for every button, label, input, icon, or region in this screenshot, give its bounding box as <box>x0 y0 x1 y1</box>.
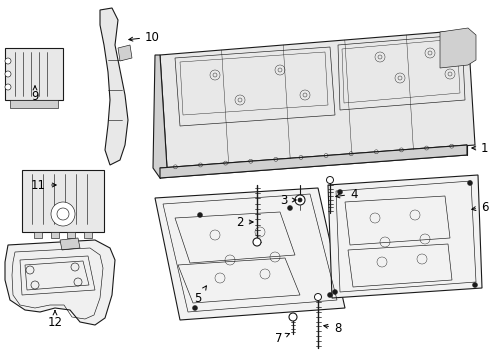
Polygon shape <box>100 8 128 165</box>
Text: 5: 5 <box>195 286 206 305</box>
Text: 3: 3 <box>281 194 296 207</box>
Polygon shape <box>5 48 63 100</box>
Circle shape <box>193 306 197 310</box>
Text: 8: 8 <box>324 321 342 334</box>
Polygon shape <box>155 188 345 320</box>
Polygon shape <box>153 55 167 178</box>
Circle shape <box>338 189 343 194</box>
Circle shape <box>298 198 302 202</box>
Polygon shape <box>328 175 482 298</box>
Polygon shape <box>440 28 476 68</box>
Circle shape <box>289 313 297 321</box>
Circle shape <box>5 84 11 90</box>
Circle shape <box>197 212 202 217</box>
Text: 12: 12 <box>48 311 63 329</box>
Polygon shape <box>118 45 132 61</box>
Circle shape <box>253 238 261 246</box>
Circle shape <box>467 180 472 185</box>
Circle shape <box>5 71 11 77</box>
Polygon shape <box>160 145 467 178</box>
Circle shape <box>326 176 334 184</box>
Circle shape <box>295 195 305 205</box>
Text: 7: 7 <box>275 332 290 345</box>
Circle shape <box>472 283 477 288</box>
Circle shape <box>5 58 11 64</box>
Polygon shape <box>51 232 59 238</box>
Polygon shape <box>5 240 115 325</box>
Polygon shape <box>67 232 75 238</box>
Text: 1: 1 <box>472 141 489 154</box>
Polygon shape <box>22 170 104 232</box>
Polygon shape <box>160 30 475 168</box>
Text: 11: 11 <box>31 179 56 192</box>
Circle shape <box>51 202 75 226</box>
Text: 10: 10 <box>129 31 160 44</box>
Circle shape <box>327 292 333 297</box>
Text: 4: 4 <box>336 188 358 201</box>
Polygon shape <box>84 232 92 238</box>
Text: 2: 2 <box>237 216 253 229</box>
Circle shape <box>288 206 293 211</box>
Polygon shape <box>60 238 80 250</box>
Polygon shape <box>10 100 58 108</box>
Circle shape <box>315 293 321 301</box>
Text: 9: 9 <box>31 86 39 103</box>
Text: 6: 6 <box>472 201 489 213</box>
Polygon shape <box>34 232 43 238</box>
Circle shape <box>333 289 338 294</box>
